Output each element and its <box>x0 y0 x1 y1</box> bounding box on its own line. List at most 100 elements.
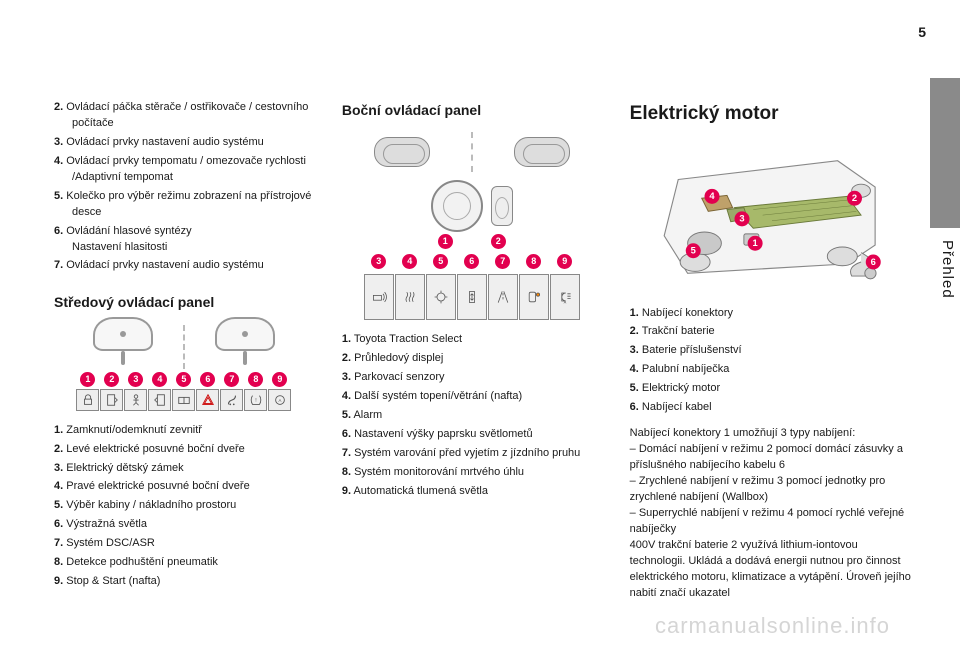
list-item: 8. Detekce podhuštění pneumatik <box>54 555 314 571</box>
callout-label: 2 <box>852 193 857 203</box>
hud-switch-icon <box>491 186 513 226</box>
parking-sensors-icon <box>364 274 394 320</box>
dsc-asr-icon <box>220 389 243 411</box>
callout-label: 8 <box>248 372 263 387</box>
content-columns: 2. Ovládací páčka stěrače / ostřikovače … <box>54 100 914 601</box>
col1-heading: Středový ovládací panel <box>54 292 314 312</box>
list-item: 5. Kolečko pro výběr režimu zobrazení na… <box>54 189 314 221</box>
callout-label: 6 <box>464 254 479 269</box>
col2-heading: Boční ovládací panel <box>342 100 602 120</box>
list-item: 5. Výběr kabiny / nákladního prostoru <box>54 498 314 514</box>
callout-label: 9 <box>557 254 572 269</box>
list-item: 4. Ovládací prvky tempomatu / omezovače … <box>54 154 314 186</box>
svg-text:A: A <box>278 397 281 402</box>
callout-label: 3 <box>739 213 744 223</box>
side-tab-label: Přehled <box>939 240 956 299</box>
col3-para: Nabíjecí konektory 1 umožňují 3 typy nab… <box>630 426 914 601</box>
watermark: carmanualsonline.info <box>655 613 890 639</box>
callout-label: 2 <box>491 234 506 249</box>
list-item: 6. Nastavení výšky paprsku světlometů <box>342 427 602 443</box>
col3-heading: Elektrický motor <box>630 100 914 128</box>
list-item: 3. Ovládací prvky nastavení audio systém… <box>54 135 314 151</box>
list-item: 6. Ovládání hlasové syntézy Nastavení hl… <box>54 224 314 256</box>
list-item: 8. Systém monitorování mrtvého úhlu <box>342 465 602 481</box>
fig-center-panel: 1 2 3 4 5 6 7 8 9 ! A <box>69 325 299 411</box>
list-item: 6. Nabíjecí kabel <box>630 400 914 416</box>
callout-label: 9 <box>272 372 287 387</box>
blind-spot-icon <box>519 274 549 320</box>
list-item: 3. Parkovací senzory <box>342 370 602 386</box>
list-item: 9. Stop & Start (nafta) <box>54 574 314 590</box>
column-1: 2. Ovládací páčka stěrače / ostřikovače … <box>54 100 314 601</box>
cabin-cargo-icon <box>172 389 195 411</box>
list-item: 3. Baterie příslušenství <box>630 343 914 359</box>
fig1-button-row: ! A <box>69 389 299 411</box>
mirror-right-icon <box>514 137 570 167</box>
page-number: 5 <box>918 24 926 40</box>
list-item: 4. Další systém topení/větrání (nafta) <box>342 389 602 405</box>
callout-label: 1 <box>80 372 95 387</box>
door-right-icon <box>148 389 171 411</box>
callout-label: 3 <box>128 372 143 387</box>
callout-label: 2 <box>104 372 119 387</box>
column-2: Boční ovládací panel 1 2 3 4 5 6 7 8 <box>342 100 602 601</box>
auto-dim-icon: A <box>550 274 580 320</box>
list-item: 1. Toyota Traction Select <box>342 332 602 348</box>
list-item: 7. Systém varování před vyjetím z jízdní… <box>342 446 602 462</box>
list-item: 1. Nabíjecí konektory <box>630 306 914 322</box>
tpms-icon: ! <box>244 389 267 411</box>
list-item: 3. Elektrický dětský zámek <box>54 461 314 477</box>
callout-label: 4 <box>152 372 167 387</box>
callout-label: 1 <box>752 238 757 248</box>
callout-label: 7 <box>495 254 510 269</box>
list-item: 2. Průhledový displej <box>342 351 602 367</box>
fig1-label-row: 1 2 3 4 5 6 7 8 9 <box>69 371 299 389</box>
column-3: Elektrický motor <box>630 100 914 601</box>
door-left-icon <box>100 389 123 411</box>
rotary-dial-icon <box>431 180 483 232</box>
svg-text:!: ! <box>255 397 256 403</box>
list-item: 4. Palubní nabíječka <box>630 362 914 378</box>
fig-side-panel: 1 2 3 4 5 6 7 8 9 A <box>354 130 590 320</box>
side-tab-bar <box>930 78 960 228</box>
callout-label: 8 <box>526 254 541 269</box>
callout-label: 4 <box>402 254 417 269</box>
headlamp-level-icon <box>457 274 487 320</box>
callout-label: 5 <box>433 254 448 269</box>
callout-label: 7 <box>224 372 239 387</box>
col2-list: 1. Toyota Traction Select 2. Průhledový … <box>342 332 602 499</box>
mirror-left-icon <box>374 137 430 167</box>
list-item: 9. Automatická tlumená světla <box>342 484 602 500</box>
lane-warning-icon <box>488 274 518 320</box>
hazard-icon <box>196 389 219 411</box>
list-item: 2. Trakční baterie <box>630 324 914 340</box>
col1-top-list: 2. Ovládací páčka stěrače / ostřikovače … <box>54 100 314 274</box>
callout-label: 5 <box>176 372 191 387</box>
lock-icon <box>76 389 99 411</box>
stop-start-icon: A <box>268 389 291 411</box>
callout-label: 6 <box>870 256 875 266</box>
callout-label: 1 <box>438 234 453 249</box>
callout-label: 6 <box>200 372 215 387</box>
list-item: 2. Levé elektrické posuvné boční dveře <box>54 442 314 458</box>
aux-heater-icon <box>395 274 425 320</box>
list-item: 7. Systém DSC/ASR <box>54 536 314 552</box>
fig-electric-motor: 1 2 3 4 5 6 <box>647 142 897 292</box>
alarm-icon <box>426 274 456 320</box>
col3-list: 1. Nabíjecí konektory 2. Trakční baterie… <box>630 306 914 417</box>
list-item: 7. Ovládací prvky nastavení audio systém… <box>54 258 314 274</box>
steering-wheel-icon <box>215 317 275 351</box>
list-item: 5. Alarm <box>342 408 602 424</box>
callout-label: 3 <box>371 254 386 269</box>
svg-text:A: A <box>563 300 566 305</box>
list-item: 6. Výstražná světla <box>54 517 314 533</box>
child-lock-icon <box>124 389 147 411</box>
list-item: 1. Zamknutí/odemknutí zevnitř <box>54 423 314 439</box>
col1-bottom-list: 1. Zamknutí/odemknutí zevnitř 2. Levé el… <box>54 423 314 590</box>
callout-label: 5 <box>690 245 695 255</box>
list-item: 4. Pravé elektrické posuvné boční dveře <box>54 479 314 495</box>
steering-wheel-icon <box>93 317 153 351</box>
list-item: 5. Elektrický motor <box>630 381 914 397</box>
callout-label: 4 <box>709 191 715 201</box>
list-item: 2. Ovládací páčka stěrače / ostřikovače … <box>54 100 314 132</box>
